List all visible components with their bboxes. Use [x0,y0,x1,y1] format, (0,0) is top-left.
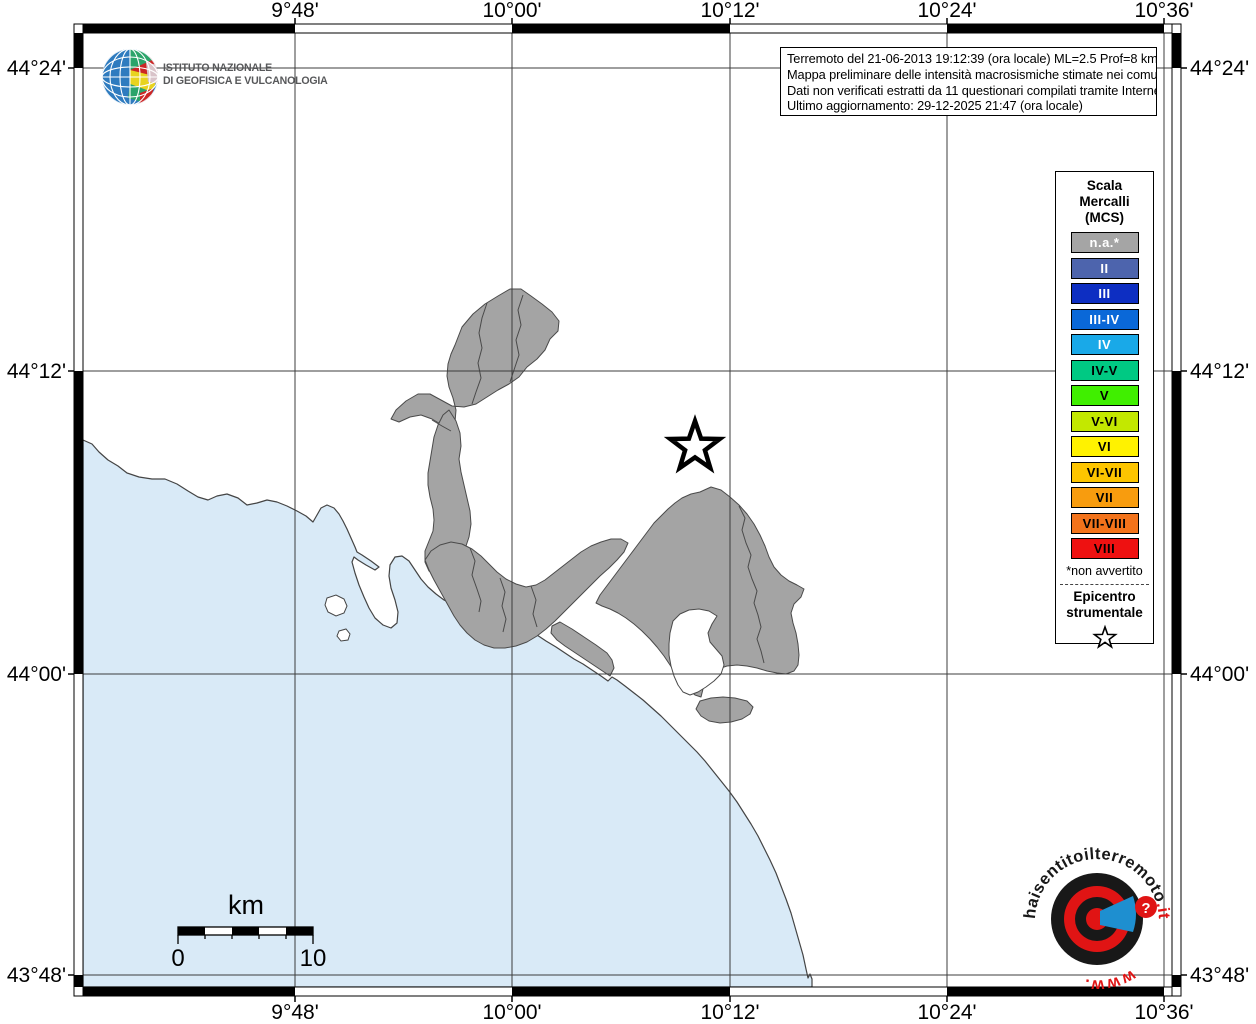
meridian-label: 10°12' [700,1001,759,1024]
ingv-logo-globe [102,49,158,105]
axis-labels-bottom: 9°48' 10°00' 10°12' 10°24' 10°36' [271,1001,1193,1024]
legend-divider [1060,583,1149,585]
epicenter-star-icon [1091,624,1118,649]
legend-epicenter-symbol [1056,623,1153,654]
parallel-label: 43°48' [1190,964,1249,987]
scale-bar: km 0 10 [171,890,326,972]
earthquake-info-box: Terremoto del 21-06-2013 19:12:39 (ora l… [780,47,1157,116]
island-small [336,628,351,642]
meridian-label: 10°24' [917,1001,976,1024]
ingv-wordmark: ISTITUTO NAZIONALE DI GEOFISICA E VULCAN… [163,62,328,87]
info-line-updated: Ultimo aggiornamento: 29-12-2025 21:47 (… [787,98,1083,114]
municipality-coast-strip [550,621,615,677]
scale-bar-max: 10 [300,945,327,972]
municipality-inner-borders [431,294,765,664]
parallel-label: 43°48' [7,964,66,987]
legend-footnote: *non avvertito [1066,563,1143,578]
watermark-arc-suffix: .it [1153,900,1173,920]
legend-items: n.a.* II III III-IV IV IV-V V V-VI VI VI… [1056,232,1153,559]
meridian-label: 9°48' [271,1001,318,1024]
question-badge [1135,896,1157,918]
meridian-label: 10°36' [1134,0,1193,22]
map-frame [68,18,1187,1002]
meridian-label: 10°24' [917,0,976,22]
sea-fill [82,439,813,988]
megaphone-icon [1100,896,1136,932]
legend-swatch-viii: VIII [1070,538,1139,559]
legend-title: Scala Mercalli (MCS) [1079,178,1130,225]
legend-swatch-vii: VII [1070,487,1139,508]
info-line-data-source: Dati non verificati estratti da 11 quest… [787,82,1157,98]
meridian-label: 10°00' [482,1001,541,1024]
ingv-wordmark-line1: ISTITUTO NAZIONALE [163,62,272,74]
scale-bar-min: 0 [171,945,184,972]
parallel-label: 44°24' [1190,57,1249,80]
info-line-event: Terremoto del 21-06-2013 19:12:39 (ora l… [787,51,1157,66]
ingv-wordmark-line2: DI GEOFISICA E VULCANOLOGIA [163,74,328,87]
legend-swatch-vi: VI [1070,436,1139,457]
legend-swatch-v-vi: V-VI [1070,410,1139,432]
epicenter-star-marker [663,414,727,474]
legend-swatch-iii: III [1070,283,1139,304]
legend-swatch-na: n.a.* [1070,232,1139,253]
island [324,594,348,617]
legend-swatch-v: V [1070,385,1139,406]
municipality-coastal-cluster [424,538,629,649]
meridian-label: 10°12' [700,0,759,22]
legend-panel: Scala Mercalli (MCS) n.a.* II III III-IV… [1055,171,1154,649]
axis-labels-top: 9°48' 10°00' 10°12' 10°24' 10°36' [271,0,1193,22]
legend-epicenter-label: Epicentro strumentale [1066,588,1143,620]
meridian-label: 10°36' [1134,1001,1193,1024]
legend-swatch-iv: IV [1070,334,1139,355]
legend-swatch-vii-viii: VII-VIII [1070,512,1139,534]
meridian-label: 9°48' [271,0,318,22]
parallel-label: 44°00' [1190,663,1249,686]
legend-swatch-ii: II [1070,257,1139,279]
question-mark: ? [1141,900,1150,917]
legend-swatch-iii-iv: III-IV [1070,308,1139,330]
axis-labels-right: 44°24' 44°12' 44°00' 43°48' [1190,57,1249,987]
legend-swatch-iv-v: IV-V [1070,359,1139,381]
parallel-label: 44°24' [7,57,66,80]
parallel-label: 44°12' [1190,360,1249,383]
axis-labels-left: 44°24' 44°12' 44°00' 43°48' [7,57,66,987]
legend-swatch-vi-vii: VI-VII [1070,461,1139,483]
meridian-label: 10°00' [482,0,541,22]
scale-bar-unit: km [228,890,264,920]
parallel-label: 44°12' [7,360,66,383]
municipality-bottom-piece [695,696,754,724]
info-line-map-type: Mappa preliminare delle intensità macros… [787,66,1157,82]
parallel-label: 44°00' [7,663,66,686]
